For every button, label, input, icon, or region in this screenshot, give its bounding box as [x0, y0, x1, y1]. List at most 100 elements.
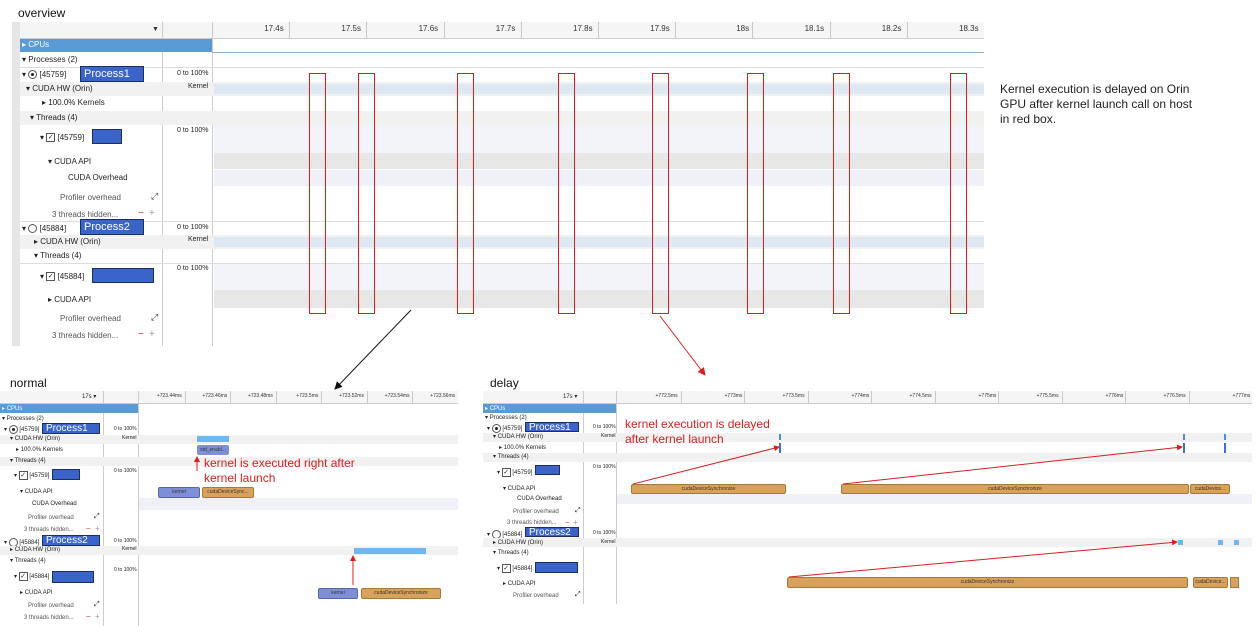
- tick-label: +723.46ms: [202, 393, 228, 399]
- row-cuda-hw[interactable]: ▾ CUDA HW (Orin): [493, 434, 544, 440]
- threads-hidden-label[interactable]: 3 threads hidden...: [24, 527, 74, 533]
- minus-icon[interactable]: −: [86, 524, 91, 533]
- kernel-launch-pill[interactable]: kernel: [158, 487, 200, 498]
- row-thread1[interactable]: ▾ ✓ [45759]: [40, 133, 85, 143]
- row-cpus[interactable]: ▸ CPUs: [22, 40, 50, 49]
- threads-hidden2-label[interactable]: 3 threads hidden...: [24, 615, 74, 621]
- threads-hidden-label[interactable]: 3 threads hidden...: [52, 210, 119, 219]
- expand-arrows-icon[interactable]: ⤢: [94, 601, 100, 608]
- plus-icon[interactable]: +: [95, 524, 100, 533]
- minus-icon[interactable]: −: [565, 518, 570, 527]
- row-threads[interactable]: ▾ Threads (4): [30, 113, 78, 122]
- row-cuda-hw-2[interactable]: ▸ CUDA HW (Orin): [493, 540, 544, 546]
- row-thread1[interactable]: ▾ ✓ [45759]: [497, 468, 533, 477]
- minus-icon[interactable]: −: [138, 208, 144, 219]
- checkbox-icon[interactable]: ✓: [46, 272, 56, 282]
- row-threads[interactable]: ▾ Threads (4): [493, 454, 529, 460]
- kernel-mark[interactable]: [1178, 540, 1183, 545]
- sync-pill[interactable]: cudaDevice...: [1193, 577, 1228, 588]
- checkbox-icon[interactable]: ✓: [501, 468, 511, 477]
- row-kernels[interactable]: ▸ 100.0% Kernels: [499, 445, 547, 451]
- row-cuda-hw-2[interactable]: ▸ CUDA HW (Orin): [10, 547, 61, 553]
- expand-arrows-icon[interactable]: ⤢: [575, 507, 581, 514]
- row-threads-2[interactable]: ▾ Threads (4): [34, 251, 82, 260]
- row-process1[interactable]: ▾ [45759]: [22, 70, 67, 80]
- row-threads-2[interactable]: ▾ Threads (4): [10, 558, 46, 564]
- row-cuda-api[interactable]: ▾ CUDA API: [20, 489, 53, 495]
- minus-icon[interactable]: −: [138, 329, 144, 340]
- kernel-mark[interactable]: [1234, 540, 1239, 545]
- row-kernels[interactable]: ▸ 100.0% Kernels: [16, 447, 64, 453]
- cuda-api2-track[interactable]: [214, 290, 984, 308]
- time-select[interactable]: 17s ▾: [82, 394, 97, 400]
- kernel-tick[interactable]: [779, 434, 781, 440]
- time-select[interactable]: 17s ▾: [563, 394, 578, 400]
- row-cuda-api-2[interactable]: ▸ CUDA API: [20, 590, 53, 596]
- sync-pill[interactable]: cudaDeviceSynchronize: [631, 484, 786, 494]
- row-processes[interactable]: ▾ Processes (2): [485, 415, 527, 421]
- sync-pill[interactable]: cudaDeviceSynchronize: [841, 484, 1189, 494]
- checkbox-icon[interactable]: ✓: [46, 133, 56, 143]
- kernel-tick[interactable]: [1183, 443, 1185, 453]
- sync-pill[interactable]: cudaDeviceSync...: [202, 487, 254, 498]
- row-threads[interactable]: ▾ Threads (4): [10, 458, 46, 464]
- row-thread2[interactable]: ▾ ✓ [45884]: [40, 272, 85, 282]
- checkbox-icon[interactable]: ✓: [501, 564, 511, 573]
- row-thread2[interactable]: ▾ ✓ [45884]: [497, 564, 533, 573]
- row-cuda-hw[interactable]: ▾ CUDA HW (Orin): [10, 436, 61, 442]
- row-cuda-api[interactable]: ▾ CUDA API: [503, 486, 536, 492]
- row-thread2[interactable]: ▾ ✓ [45884]: [14, 572, 50, 581]
- row-processes[interactable]: ▾ Processes (2): [2, 416, 44, 422]
- row-threads-2[interactable]: ▾ Threads (4): [493, 550, 529, 556]
- row-cuda-api[interactable]: ▾ CUDA API: [48, 157, 92, 166]
- checkbox-icon[interactable]: ✓: [18, 572, 28, 581]
- dropdown-arrow-icon[interactable]: ▼: [152, 26, 159, 33]
- kernel-mark[interactable]: [1218, 540, 1223, 545]
- radio-icon[interactable]: [28, 224, 38, 234]
- thread1-redacted: [52, 469, 80, 480]
- sync-pill[interactable]: cudaDeviceSynchronize: [787, 577, 1188, 588]
- plus-icon[interactable]: +: [149, 208, 155, 219]
- threads-hidden-label[interactable]: 3 threads hidden...: [507, 520, 557, 526]
- expand-arrows-icon[interactable]: ⤢: [94, 513, 100, 520]
- row-cuda-hw-2[interactable]: ▸ CUDA HW (Orin): [34, 237, 101, 246]
- kernel-tick[interactable]: [779, 443, 781, 453]
- radio-icon[interactable]: [28, 70, 38, 80]
- expand-arrows-icon[interactable]: ⤢: [151, 312, 159, 322]
- cuda-hw2-track[interactable]: [214, 237, 984, 247]
- expand-arrows-icon[interactable]: ⤢: [151, 191, 159, 201]
- cuda-api-track[interactable]: [214, 153, 984, 169]
- checkbox-icon[interactable]: ✓: [18, 471, 28, 480]
- kernel-tick[interactable]: [1183, 434, 1185, 440]
- row-cpus[interactable]: ▸ CPUs: [2, 406, 23, 412]
- sync-pill-small[interactable]: [1230, 577, 1239, 588]
- radio-icon[interactable]: [8, 425, 18, 434]
- kernel-tick[interactable]: [1224, 443, 1226, 453]
- row-process1[interactable]: ▾ [45759]: [487, 424, 522, 433]
- radio-icon[interactable]: [491, 424, 501, 433]
- row-process1[interactable]: ▾ [45759]: [4, 425, 39, 434]
- row-kernels[interactable]: ▸ 100.0% Kernels: [42, 98, 105, 107]
- expand-arrows-icon[interactable]: ⤢: [575, 591, 581, 598]
- plus-icon[interactable]: +: [95, 612, 100, 621]
- sync-pill-2[interactable]: cudaDeviceSynchronize: [361, 588, 441, 599]
- row-cuda-api-2[interactable]: ▸ CUDA API: [48, 295, 92, 304]
- sync-pill[interactable]: cudaDevice...: [1190, 484, 1230, 494]
- row-thread1[interactable]: ▾ ✓ [45759]: [14, 471, 50, 480]
- row-cuda-api-2[interactable]: ▸ CUDA API: [503, 581, 536, 587]
- plus-icon[interactable]: +: [149, 329, 155, 340]
- minus-icon[interactable]: −: [86, 612, 91, 621]
- cuda-hw-track[interactable]: [214, 84, 984, 94]
- kernel-pill[interactable]: std_enabl...: [197, 445, 229, 455]
- kernel-bar-2[interactable]: [354, 548, 426, 554]
- plus-icon[interactable]: +: [573, 518, 578, 527]
- row-processes[interactable]: ▾ Processes (2): [22, 55, 78, 64]
- row-cuda-hw[interactable]: ▾ CUDA HW (Orin): [26, 84, 93, 93]
- threads-hidden2-label[interactable]: 3 threads hidden...: [52, 331, 119, 340]
- kernel-bar[interactable]: [197, 436, 229, 442]
- row-cpus[interactable]: ▸ CPUs: [485, 406, 506, 412]
- kernels-label: 100.0% Kernels: [20, 447, 64, 453]
- row-process2[interactable]: ▾ [45884]: [22, 224, 67, 234]
- kernel-launch-pill-2[interactable]: kernel: [318, 588, 358, 599]
- kernel-tick[interactable]: [1224, 434, 1226, 440]
